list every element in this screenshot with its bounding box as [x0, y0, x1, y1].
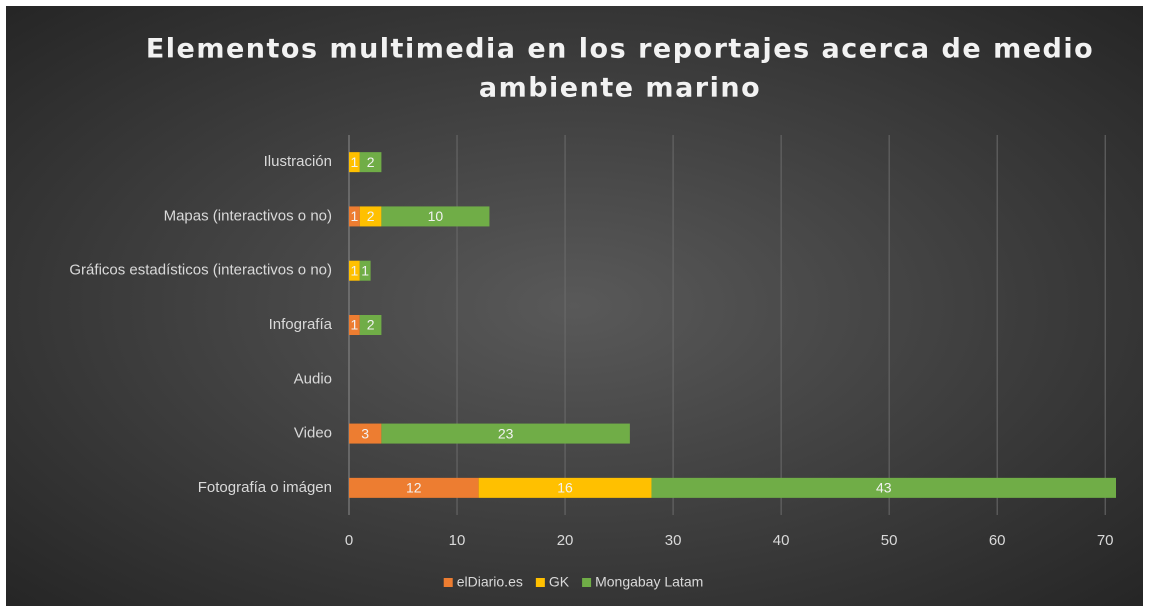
bar-segment [349, 315, 360, 335]
y-tick-label: Fotografía o imágen [198, 479, 332, 496]
x-tick-label: 70 [1097, 532, 1114, 549]
x-tick-label: 0 [345, 532, 353, 549]
bar-segment [381, 423, 630, 444]
legend-swatch [443, 578, 453, 587]
bar-segment [349, 152, 360, 173]
x-tick-label: 10 [449, 532, 466, 549]
y-tick-label: Ilustración [264, 153, 332, 170]
data-label: 3 [361, 425, 369, 441]
legend-swatch [535, 578, 545, 587]
bar-segment [349, 477, 479, 498]
bar-segment [349, 206, 360, 227]
data-label: 2 [367, 208, 375, 224]
bar-segment [359, 152, 382, 173]
bar-segment [349, 260, 360, 281]
legend-label: elDiario.es [457, 574, 523, 590]
data-label: 23 [498, 425, 514, 441]
data-label: 2 [367, 317, 375, 333]
bar-segment [359, 315, 382, 335]
data-label: 16 [557, 480, 573, 496]
chart-title: ambiente marino [479, 73, 761, 104]
y-tick-label: Infografía [269, 316, 333, 333]
data-label: 1 [351, 317, 359, 333]
data-label: 10 [428, 208, 444, 224]
bar-segment [381, 206, 490, 227]
x-tick-label: 30 [665, 532, 682, 549]
data-label: 1 [351, 208, 359, 224]
x-tick-label: 60 [989, 532, 1006, 549]
x-tick-label: 40 [773, 532, 790, 549]
x-tick-label: 50 [881, 532, 898, 549]
bar-segment [349, 423, 382, 444]
x-tick-label: 20 [557, 532, 574, 549]
data-label: 1 [361, 262, 369, 278]
bar-segment [359, 206, 382, 227]
bar-segment [359, 260, 371, 281]
legend-swatch [582, 578, 592, 587]
y-tick-label: Mapas (interactivos o no) [164, 207, 332, 224]
data-label: 1 [351, 262, 359, 278]
data-label: 12 [406, 480, 422, 496]
bar-segment [651, 477, 1116, 498]
data-label: 2 [367, 154, 375, 170]
legend-label: GK [549, 574, 570, 590]
legend-label: Mongabay Latam [595, 574, 703, 590]
y-tick-label: Gráficos estadísticos (interactivos o no… [69, 262, 332, 279]
y-tick-label: Audio [294, 370, 332, 387]
data-label: 1 [351, 154, 359, 170]
chart-background [6, 6, 1143, 606]
data-label: 43 [876, 480, 892, 496]
bar-segment [478, 477, 652, 498]
y-tick-label: Video [294, 425, 332, 442]
chart-title: Elementos multimedia en los reportajes a… [146, 34, 1094, 65]
